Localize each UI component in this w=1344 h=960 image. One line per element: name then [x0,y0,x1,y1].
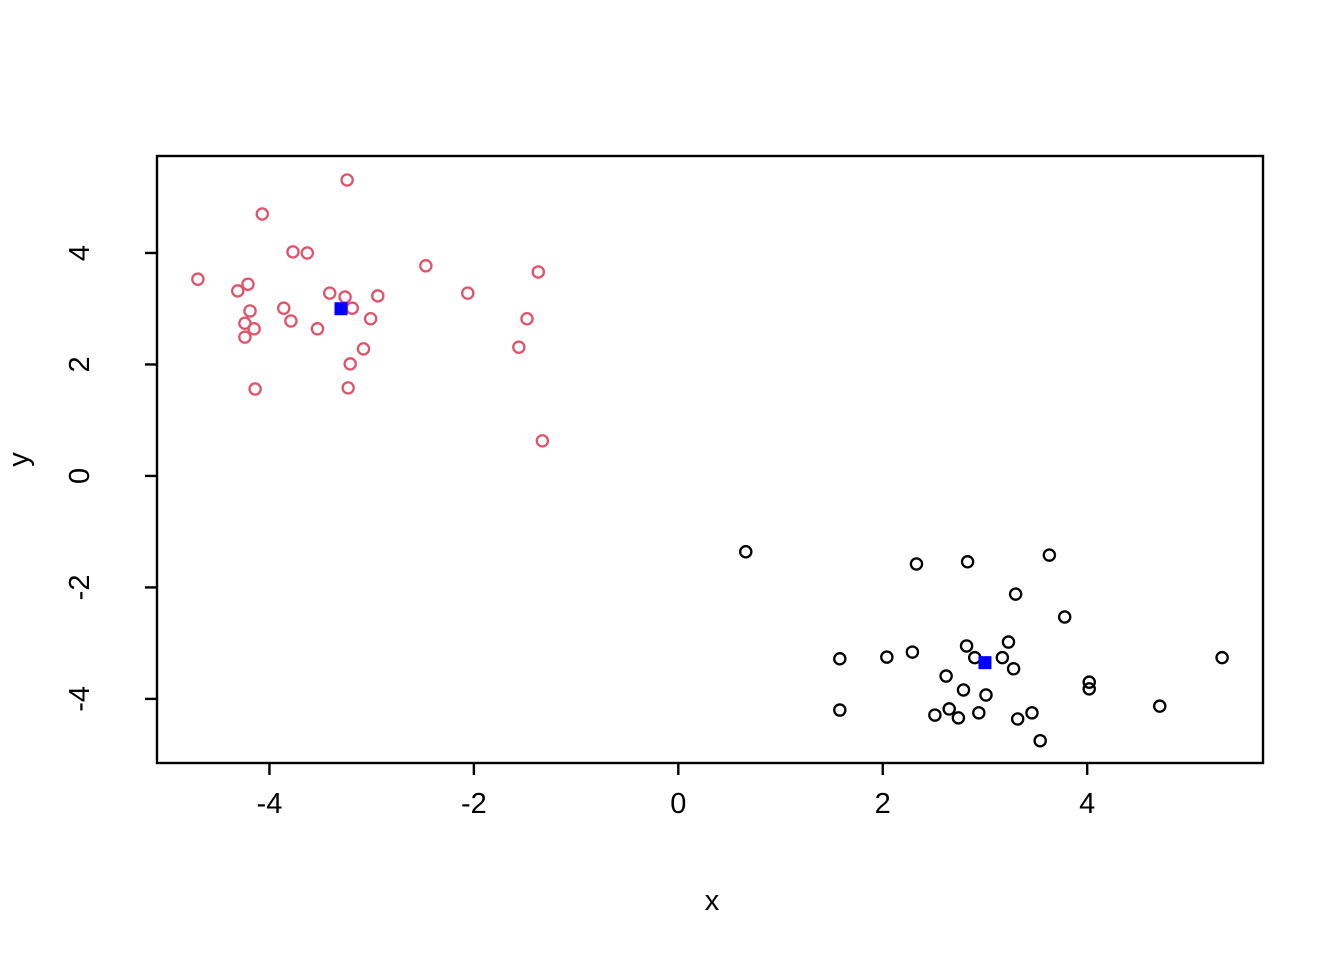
data-point-cluster-1 [248,382,262,396]
data-point-cluster-2 [1008,587,1023,601]
center-marker-cluster-centers [334,302,348,316]
data-point-cluster-1 [460,286,475,300]
data-point-cluster-1 [340,173,354,187]
y-axis-label: y [3,452,35,467]
data-point-cluster-1 [322,286,337,300]
data-point-cluster-2 [972,706,986,720]
data-point-cluster-1 [284,314,298,328]
data-point-cluster-1 [371,289,385,303]
data-point-cluster-2 [909,557,924,571]
data-point-cluster-2 [880,650,894,664]
data-point-cluster-2 [1010,712,1025,726]
data-point-cluster-1 [531,265,546,279]
x-axis-tick-label: 4 [1079,788,1095,820]
data-point-cluster-2 [951,711,966,725]
data-point-cluster-2 [1033,733,1047,748]
data-point-cluster-2 [942,702,956,716]
y-axis-tick-label: 0 [64,468,96,484]
data-point-cluster-2 [979,688,993,702]
data-point-cluster-1 [343,357,357,371]
data-point-cluster-1 [191,272,205,286]
data-point-cluster-2 [995,650,1010,665]
data-point-cluster-2 [1025,706,1039,720]
y-axis-tick-label: 4 [64,245,96,261]
data-point-cluster-2 [1057,610,1072,624]
data-point-cluster-2 [1153,699,1167,713]
x-axis-label: x [705,885,720,917]
data-point-cluster-1 [238,330,252,344]
data-point-cluster-1 [535,434,550,448]
data-point-cluster-1 [338,290,352,304]
x-axis-tick-label: -2 [461,788,487,820]
data-point-cluster-2 [1001,635,1016,649]
data-point-cluster-1 [419,259,433,273]
data-point-cluster-1 [356,342,371,356]
y-axis-tick-label: -2 [64,575,96,601]
data-point-cluster-1 [255,207,270,221]
x-axis-tick-label: 0 [670,788,686,820]
data-point-cluster-1 [363,312,378,326]
data-point-cluster-1 [300,246,315,260]
data-point-cluster-2 [833,703,847,717]
data-point-cluster-2 [956,683,971,697]
data-point-cluster-2 [1042,548,1057,562]
data-point-cluster-2 [1006,662,1021,676]
data-point-cluster-2 [1082,675,1096,689]
data-point-cluster-2 [939,669,953,683]
data-point-cluster-1 [310,322,325,336]
data-point-cluster-1 [341,381,355,395]
center-marker-cluster-centers [978,656,992,670]
y-axis-tick-label: 2 [64,356,96,372]
data-point-cluster-1 [241,277,255,291]
y-axis-tick-label: -4 [64,686,96,712]
plot-border [155,154,1265,765]
data-point-cluster-2 [905,645,920,659]
data-point-cluster-1 [277,301,291,315]
data-point-cluster-1 [345,301,359,315]
data-point-cluster-2 [1215,650,1229,665]
data-point-cluster-1 [520,312,534,326]
data-point-cluster-2 [1082,682,1096,696]
x-axis-tick-label: 2 [875,788,891,820]
data-point-cluster-2 [739,544,753,559]
x-axis-tick-label: -4 [257,788,283,820]
data-point-cluster-2 [833,652,847,666]
data-point-cluster-1 [286,245,300,259]
data-point-cluster-2 [960,555,975,569]
data-point-cluster-2 [959,639,974,653]
data-point-cluster-1 [247,322,261,336]
data-point-cluster-1 [243,304,257,318]
data-point-cluster-2 [928,708,942,722]
data-point-cluster-1 [512,340,526,354]
data-point-cluster-1 [231,284,245,298]
